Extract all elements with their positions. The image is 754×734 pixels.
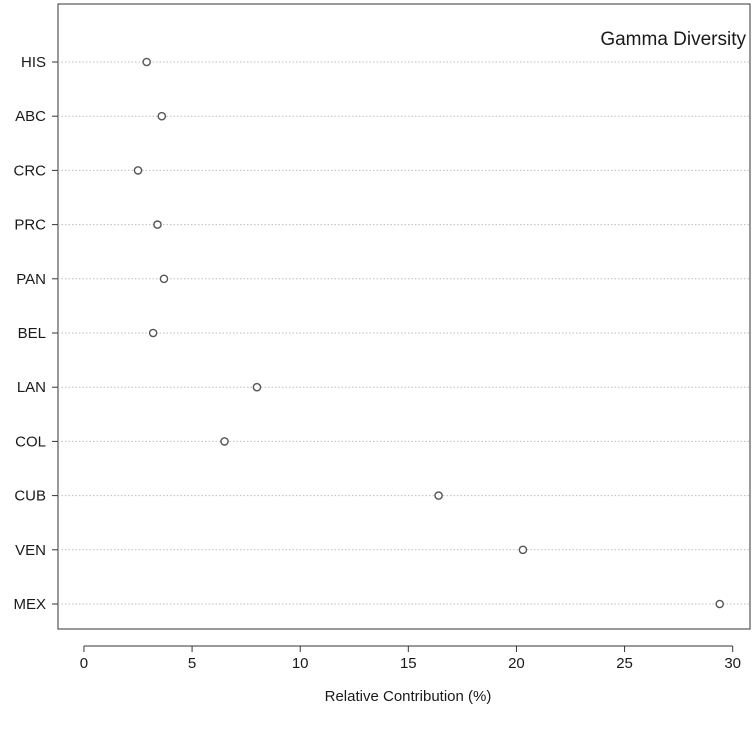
x-tick-label: 25 xyxy=(616,655,633,672)
data-point xyxy=(133,166,143,175)
category-label: MEX xyxy=(13,596,46,613)
data-point xyxy=(252,382,262,392)
x-tick-label: 5 xyxy=(188,655,196,672)
data-point xyxy=(153,220,162,229)
category-label: ABC xyxy=(15,108,46,125)
plot-frame xyxy=(57,3,751,630)
data-point xyxy=(434,491,443,500)
category-label: CUB xyxy=(14,488,46,505)
category-labels: HIS ABC CRC PRC PAN BEL LAN COL CUB VEN MEX xyxy=(13,54,58,613)
data-point xyxy=(157,111,167,121)
category-label: VEN xyxy=(15,542,46,559)
category-label: PRC xyxy=(14,217,46,234)
category-label: PAN xyxy=(16,271,46,288)
grid-lines xyxy=(58,61,750,605)
data-point xyxy=(715,599,725,609)
data-point xyxy=(148,328,158,338)
data-point xyxy=(142,57,151,67)
x-tick-label: 15 xyxy=(400,655,417,672)
category-label: HIS xyxy=(21,54,46,71)
category-label: LAN xyxy=(17,379,46,396)
x-tick-label: 0 xyxy=(80,655,88,672)
x-tick-label: 30 xyxy=(724,655,741,672)
data-point xyxy=(220,437,229,446)
data-point xyxy=(518,545,528,555)
data-point xyxy=(159,274,169,284)
chart-title: Gamma Diversity xyxy=(600,29,746,50)
data-points xyxy=(133,57,725,609)
category-label: CRC xyxy=(14,162,47,179)
x-tick-label: 20 xyxy=(508,655,525,672)
x-axis-title: Relative Contribution (%) xyxy=(325,688,492,705)
category-label: BEL xyxy=(18,325,46,342)
x-axis: 0 5 10 15 20 25 30 xyxy=(80,645,741,672)
x-tick-label: 10 xyxy=(292,655,309,672)
category-label: COL xyxy=(15,433,46,450)
